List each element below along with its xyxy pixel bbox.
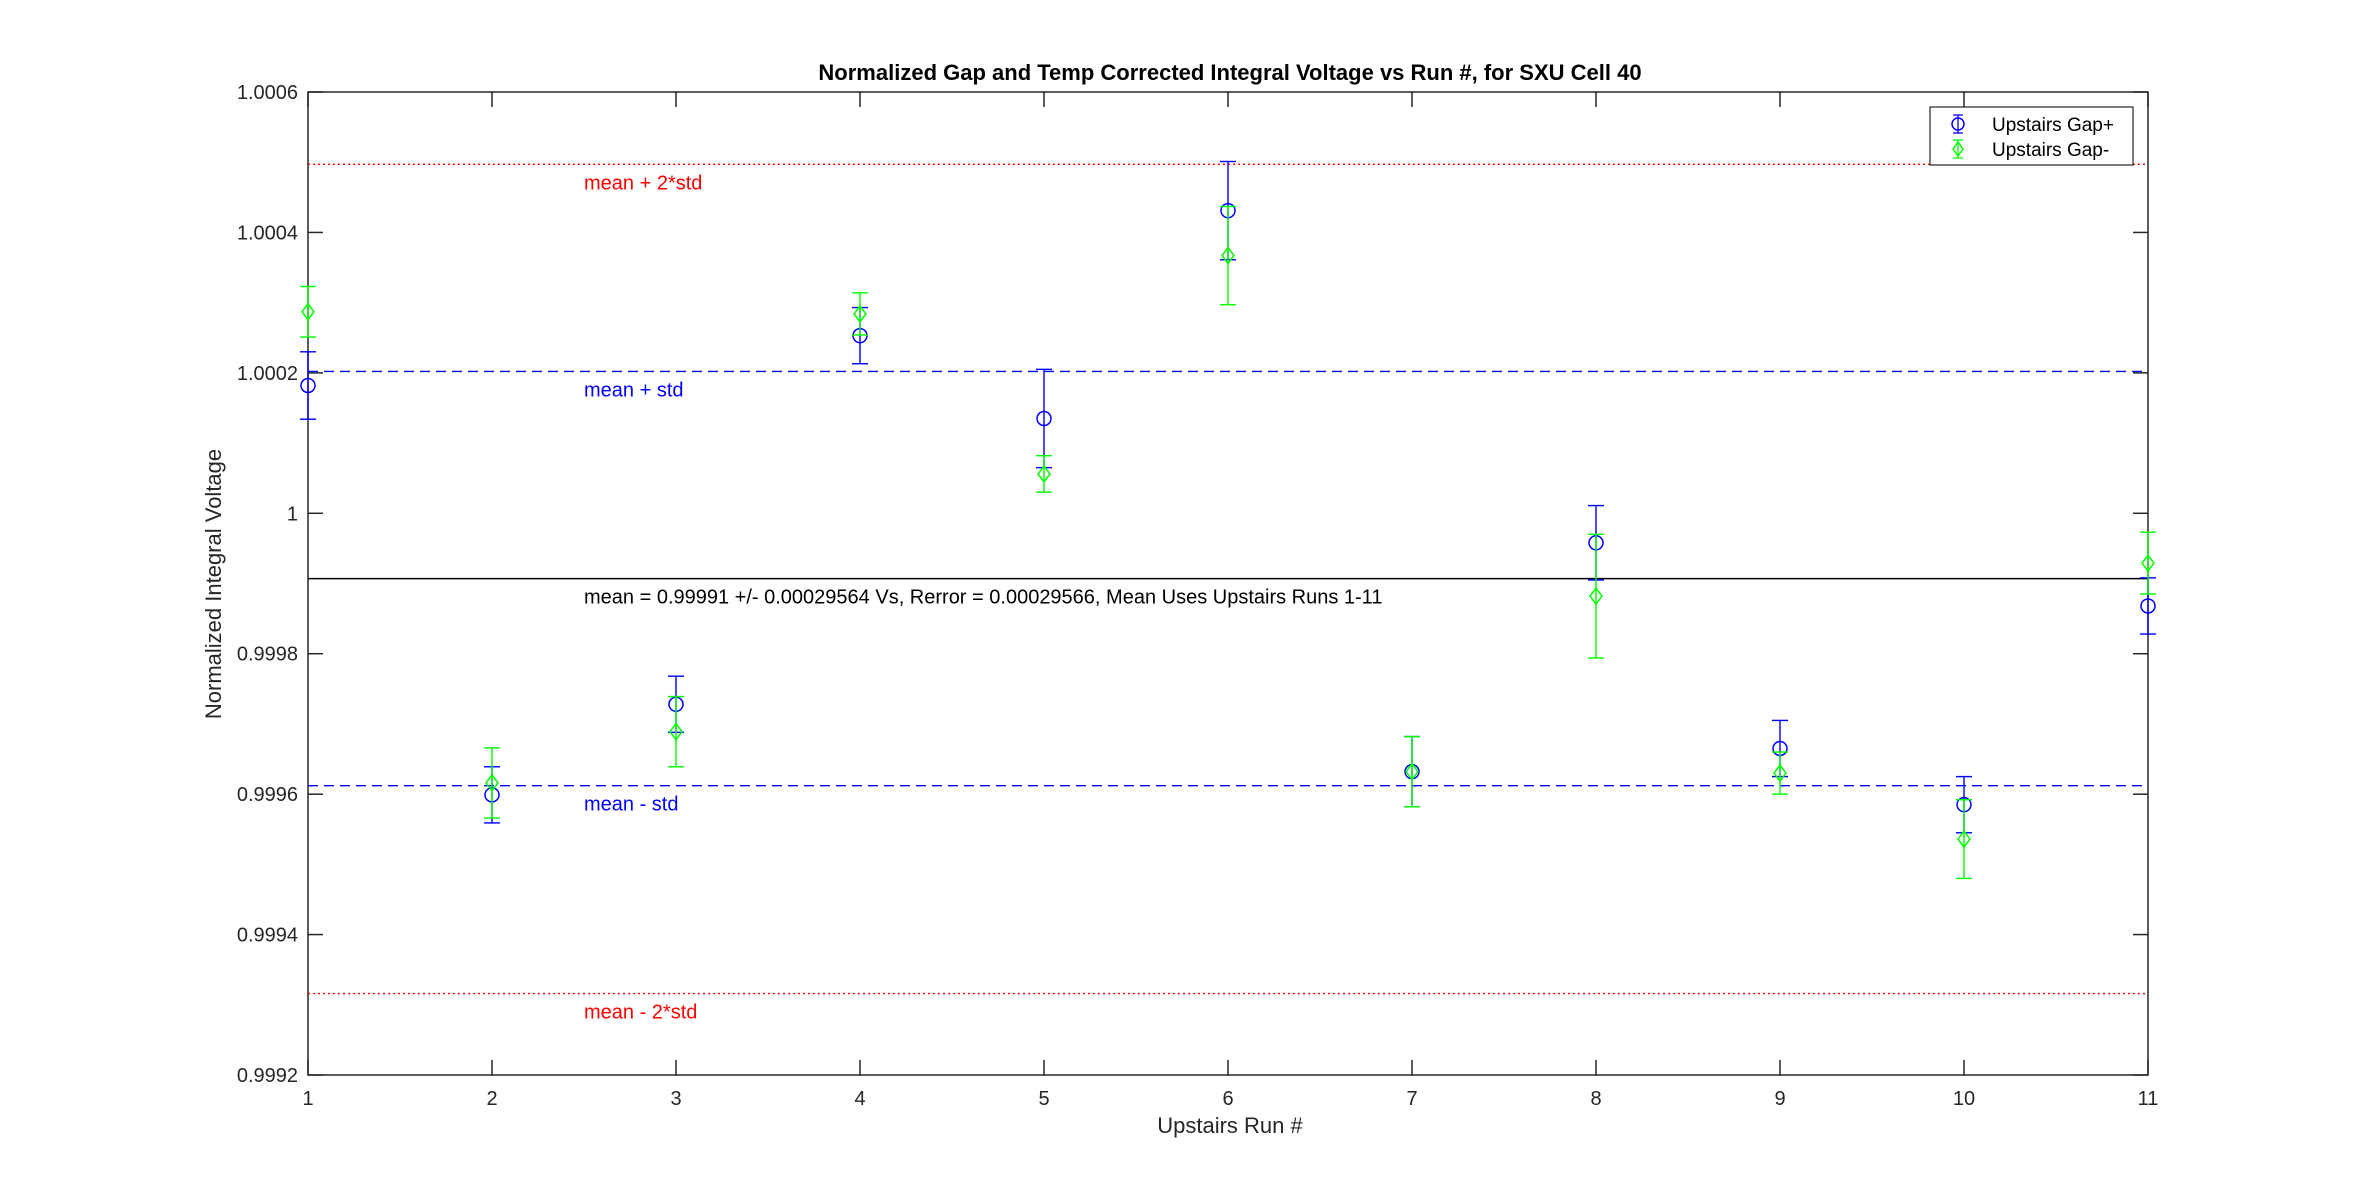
x-tick-label: 5: [1038, 1088, 1049, 1110]
plot-area: 1 2 3 4 5 6 7 8 9 10 11 0.9992 0.9994 0.9996 0.9998 1 1.…: [237, 82, 2159, 1110]
legend-box: [1929, 106, 2134, 166]
y-tick-label: 1.0006: [237, 82, 298, 104]
gap-minus-point: [301, 302, 315, 322]
mean-plus-2std-label: mean + 2*std: [584, 172, 702, 194]
gap-minus-point: [1221, 246, 1235, 265]
y-tick-label: 1.0004: [237, 222, 298, 244]
legend-gap-minus-label: Upstairs Gap-: [1992, 140, 2109, 161]
gap-minus-point: [485, 773, 499, 793]
gap-plus-point: [1036, 410, 1052, 427]
gap-plus-point: [2140, 598, 2156, 614]
x-tick-label: 3: [670, 1088, 681, 1110]
legend-gap-plus-label: Upstairs Gap+: [1992, 115, 2114, 136]
y-tick-label: 1.0002: [237, 363, 298, 385]
y-tick-label: 0.9998: [237, 644, 298, 666]
gap-plus-point: [300, 377, 316, 394]
x-tick-label: 8: [1590, 1088, 1601, 1110]
mean-plus-std-label: mean + std: [584, 379, 684, 401]
gap-minus-point: [853, 304, 867, 324]
y-axis-title: Normalized Integral Voltage: [201, 449, 226, 719]
chart-title: Normalized Gap and Temp Corrected Integr…: [818, 60, 1641, 85]
gap-minus-point: [1589, 586, 1603, 606]
legend-gap-minus-marker: [1952, 140, 1964, 158]
x-tick-label: 7: [1406, 1088, 1417, 1110]
x-tick-label: 9: [1774, 1088, 1785, 1110]
gap-minus-point: [1957, 829, 1971, 849]
x-tick-label: 6: [1222, 1088, 1233, 1110]
y-tick-label: 1: [287, 503, 298, 525]
x-tick-label: 1: [302, 1088, 313, 1110]
x-axis-title: Upstairs Run #: [1157, 1113, 1303, 1138]
gap-minus-point: [1037, 464, 1051, 484]
mean-minus-std-label: mean - std: [584, 794, 678, 816]
x-tick-label: 2: [486, 1088, 497, 1110]
gap-minus-point: [669, 722, 683, 741]
y-tick-label: 0.9994: [237, 925, 298, 947]
gap-minus-point: [2141, 553, 2155, 573]
mean-minus-2std-label: mean - 2*std: [584, 1002, 697, 1024]
mean-label: mean = 0.99991 +/- 0.00029564 Vs, Rerror…: [584, 587, 1382, 609]
gap-minus-point: [1773, 763, 1787, 783]
y-tick-label: 0.9996: [237, 784, 298, 806]
gap-minus-point: [1405, 762, 1419, 781]
x-tick-label: 10: [1953, 1088, 1975, 1110]
legend-gap-plus-marker: [1951, 117, 1965, 131]
x-tick-label: 11: [2138, 1088, 2159, 1110]
x-tick-label: 4: [854, 1088, 865, 1110]
y-tick-label: 0.9992: [237, 1065, 298, 1087]
